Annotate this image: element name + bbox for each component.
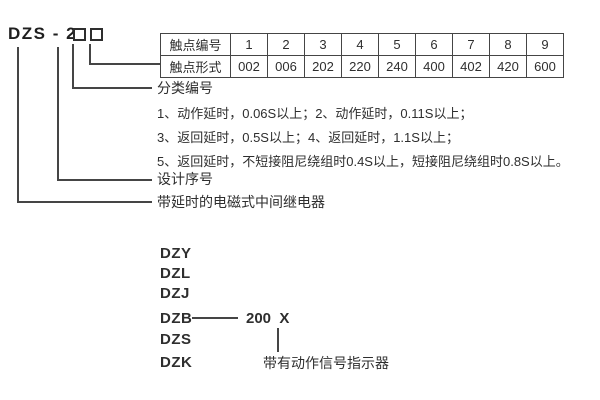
table-row-contact-number: 触点编号 1 2 3 4 5 6 7 8 9 [160,33,564,56]
classification-note-3: 5、返回延时，不短接阻尼绕组时0.4S以上，短接阻尼绕组时0.8S以上。 [157,154,569,169]
table-cell: 002 [230,55,268,78]
connector-line-contact-horizontal [89,63,160,65]
contact-code-box [90,28,103,41]
classification-note-1: 1、动作延时，0.06S以上；2、动作延时，0.11S以上； [157,106,473,121]
relay-description-label: 带延时的电磁式中间继电器 [157,194,325,210]
series-model-dzk: DZK [160,354,193,371]
design-serial-label: 设计序号 [157,171,213,187]
table-cell: 006 [267,55,305,78]
dzb-suffix-text: 200 X [246,310,290,327]
connector-line-serial-horizontal [57,179,152,181]
table-cell: 4 [341,33,379,56]
table-cell: 420 [489,55,527,78]
connector-line-classification-horizontal [72,87,152,89]
table-cell: 600 [526,55,564,78]
model-prefix-text: DZS - 2 [8,24,78,43]
connector-line-contact-vertical [89,44,91,65]
series-model-dzj: DZJ [160,285,190,302]
dzb-dash-line [192,317,238,319]
table-row-contact-form: 触点形式 002 006 202 220 240 400 402 420 600 [160,55,564,78]
connector-line-relay-vertical [17,47,19,203]
table-cell: 5 [378,33,416,56]
table-cell: 6 [415,33,453,56]
table-cell-form-label: 触点形式 [160,55,231,78]
series-model-dzb: DZB [160,310,193,327]
table-cell: 202 [304,55,342,78]
table-cell: 1 [230,33,268,56]
table-cell: 7 [452,33,490,56]
table-cell: 400 [415,55,453,78]
contact-form-table: 触点编号 1 2 3 4 5 6 7 8 9 触点形式 002 006 202 … [160,33,564,78]
series-model-dzy: DZY [160,245,192,262]
table-cell: 3 [304,33,342,56]
indicator-connector-line [277,328,279,352]
indicator-label: 带有动作信号指示器 [263,355,389,371]
table-cell: 402 [452,55,490,78]
table-cell-number-label: 触点编号 [160,33,231,56]
connector-line-classification-vertical [72,44,74,89]
series-model-dzs: DZS [160,331,192,348]
classification-label: 分类编号 [157,80,213,96]
classification-note-2: 3、返回延时，0.5S以上；4、返回延时，1.1S以上； [157,130,459,145]
connector-line-relay-horizontal [17,201,152,203]
table-cell: 240 [378,55,416,78]
classification-code-box [73,28,86,41]
table-cell: 220 [341,55,379,78]
table-cell: 8 [489,33,527,56]
table-cell: 9 [526,33,564,56]
table-cell: 2 [267,33,305,56]
series-model-dzl: DZL [160,265,191,282]
connector-line-serial-vertical [57,47,59,181]
